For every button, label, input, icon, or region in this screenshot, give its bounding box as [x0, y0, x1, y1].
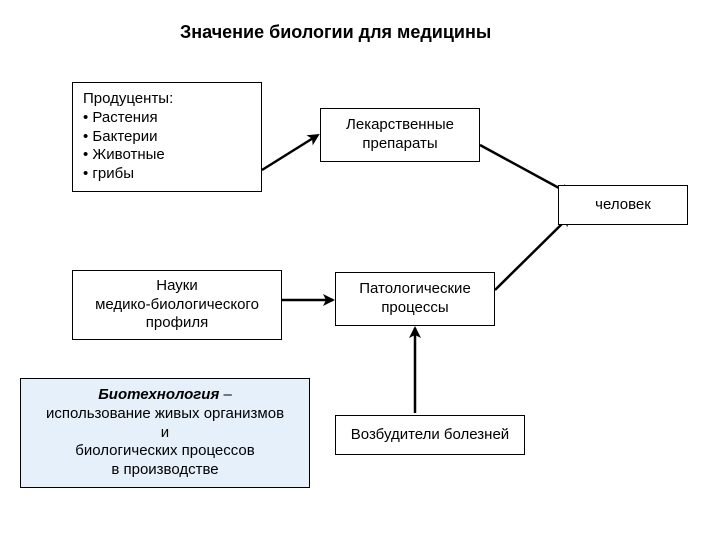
- biotech-line5: в производстве: [111, 461, 218, 478]
- diagram-stage: { "canvas": { "width": 720, "height": 54…: [0, 0, 720, 540]
- biotech-line3: и: [161, 424, 169, 441]
- diagram-title: Значение биологии для медицины: [180, 22, 491, 43]
- node-human: человек: [558, 185, 688, 225]
- biotech-line4: биологических процессов: [75, 442, 254, 459]
- producers-bullet-1: • Растения: [83, 109, 251, 128]
- producers-bullet-2: • Бактерии: [83, 128, 251, 147]
- biotech-line2: использование живых организмов: [46, 405, 284, 422]
- node-biotech: Биотехнология – использование живых орга…: [20, 378, 310, 488]
- biotech-dash: –: [219, 386, 232, 403]
- drugs-line2: препараты: [362, 135, 437, 152]
- edge-drugs: [480, 145, 570, 194]
- pathology-line1: Патологические: [359, 280, 471, 297]
- sciences-line3: профиля: [146, 314, 208, 331]
- node-drugs: Лекарственные препараты: [320, 108, 480, 162]
- producers-bullet-4: • грибы: [83, 165, 251, 184]
- node-pathology: Патологические процессы: [335, 272, 495, 326]
- node-sciences-content: Науки медико-биологического профиля: [83, 277, 271, 333]
- node-human-content: человек: [569, 196, 677, 215]
- node-drugs-content: Лекарственные препараты: [331, 116, 469, 154]
- sciences-line1: Науки: [156, 277, 197, 294]
- node-sciences: Науки медико-биологического профиля: [72, 270, 282, 340]
- pathogens-line1: Возбудители болезней: [351, 426, 509, 443]
- node-producers: Продуценты: • Растения • Бактерии • Живо…: [72, 82, 262, 192]
- human-line1: человек: [595, 196, 651, 213]
- node-biotech-content: Биотехнология – использование живых орга…: [31, 386, 299, 480]
- biotech-term: Биотехнология: [98, 386, 219, 403]
- pathology-line2: процессы: [381, 299, 448, 316]
- sciences-line2: медико-биологического: [95, 296, 259, 313]
- node-pathology-content: Патологические процессы: [346, 280, 484, 318]
- node-pathogens: Возбудители болезней: [335, 415, 525, 455]
- biotech-line1: Биотехнология –: [98, 386, 232, 403]
- producers-bullet-3: • Животные: [83, 146, 251, 165]
- producers-heading: Продуценты:: [83, 90, 251, 109]
- node-pathogens-content: Возбудители болезней: [346, 426, 514, 445]
- node-producers-content: Продуценты: • Растения • Бактерии • Живо…: [83, 90, 251, 184]
- drugs-line1: Лекарственные: [346, 116, 454, 133]
- edge-pathology: [495, 216, 570, 290]
- edge-producers: [262, 135, 318, 170]
